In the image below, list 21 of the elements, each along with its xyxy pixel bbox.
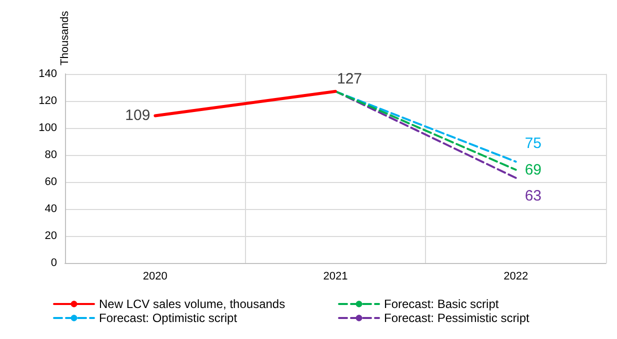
y-tick-label: 60: [44, 176, 57, 188]
data-label: 109: [125, 107, 150, 124]
data-label: 69: [524, 161, 542, 178]
legend-label: Forecast: Optimistic script: [99, 311, 238, 325]
x-tick-label: 2022: [504, 270, 528, 282]
legend-label: Forecast: Pessimistic script: [384, 311, 530, 325]
y-tick-label: 80: [44, 148, 57, 161]
y-axis-title: Thousands: [59, 10, 71, 66]
data-label: 63: [524, 187, 542, 204]
y-tick-label: 100: [38, 122, 57, 134]
data-label: 127: [336, 70, 362, 88]
y-tick-label: 140: [38, 68, 57, 80]
y-tick-label: 20: [44, 230, 57, 242]
legend-label: New LCV sales volume, thousands: [99, 297, 286, 311]
x-tick-label: 2020: [142, 270, 168, 282]
y-tick-label: 0: [50, 257, 57, 269]
y-tick-label: 40: [44, 202, 57, 215]
legend-label: Forecast: Basic script: [384, 297, 500, 311]
x-tick-label: 2021: [323, 270, 348, 282]
data-label: 75: [524, 135, 542, 152]
y-tick-label: 120: [38, 94, 57, 107]
